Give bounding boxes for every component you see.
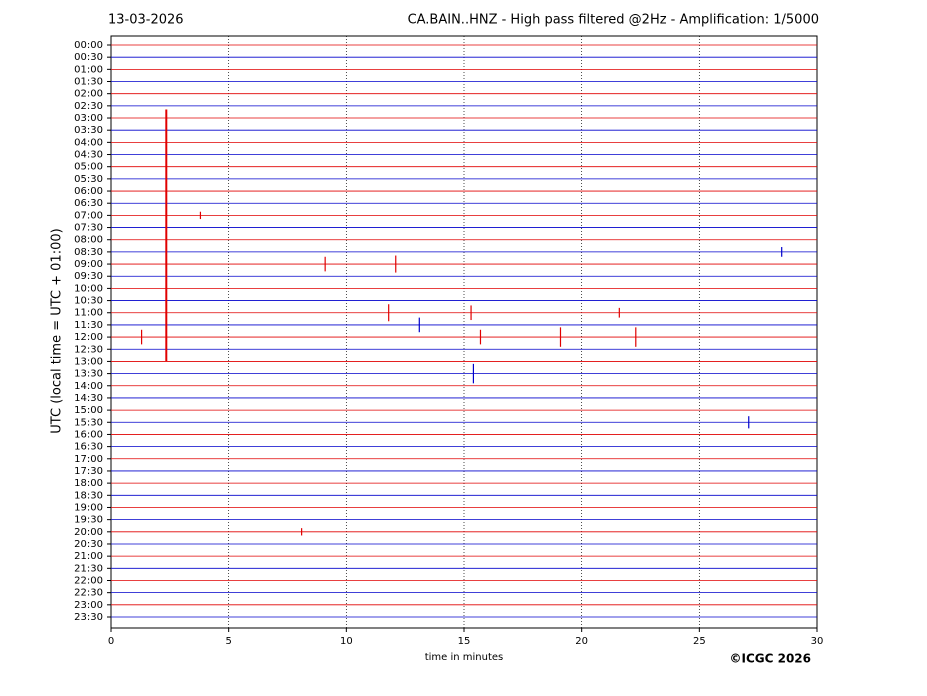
row-label: 21:00 bbox=[74, 551, 103, 562]
row-label: 03:00 bbox=[74, 113, 103, 124]
row-label: 10:30 bbox=[74, 296, 103, 307]
row-label: 16:00 bbox=[74, 429, 103, 440]
row-label: 05:30 bbox=[74, 174, 103, 185]
row-label: 22:30 bbox=[74, 588, 103, 599]
x-tick-label: 20 bbox=[575, 636, 588, 647]
row-label: 19:00 bbox=[74, 502, 103, 513]
row-label: 16:30 bbox=[74, 442, 103, 453]
plot-frame bbox=[110, 35, 818, 629]
row-label: 19:30 bbox=[74, 515, 103, 526]
row-label: 04:00 bbox=[74, 137, 103, 148]
row-label: 17:30 bbox=[74, 466, 103, 477]
row-label: 18:30 bbox=[74, 490, 103, 501]
y-axis-label: UTC (local time = UTC + 01:00) bbox=[50, 228, 65, 433]
row-label: 13:00 bbox=[74, 356, 103, 367]
row-label: 02:30 bbox=[74, 101, 103, 112]
row-label: 03:30 bbox=[74, 125, 103, 136]
row-label: 23:30 bbox=[74, 612, 103, 623]
row-label: 06:00 bbox=[74, 186, 103, 197]
row-label: 04:30 bbox=[74, 150, 103, 161]
row-label: 23:00 bbox=[74, 600, 103, 611]
row-label: 17:00 bbox=[74, 454, 103, 465]
row-label: 10:00 bbox=[74, 283, 103, 294]
row-label: 20:30 bbox=[74, 539, 103, 550]
row-label: 05:00 bbox=[74, 162, 103, 173]
row-label: 12:00 bbox=[74, 332, 103, 343]
x-tick-label: 15 bbox=[458, 636, 471, 647]
row-label: 15:30 bbox=[74, 417, 103, 428]
row-label: 09:30 bbox=[74, 271, 103, 282]
row-label: 11:30 bbox=[74, 320, 103, 331]
row-label: 14:30 bbox=[74, 393, 103, 404]
row-label: 00:30 bbox=[74, 52, 103, 63]
x-tick-label: 5 bbox=[225, 636, 231, 647]
x-tick-label: 0 bbox=[108, 636, 114, 647]
row-label: 01:30 bbox=[74, 77, 103, 88]
row-label: 15:00 bbox=[74, 405, 103, 416]
copyright: ©ICGC 2026 bbox=[729, 652, 811, 666]
row-label: 08:00 bbox=[74, 235, 103, 246]
row-label: 13:30 bbox=[74, 369, 103, 380]
row-label: 08:30 bbox=[74, 247, 103, 258]
row-label: 12:30 bbox=[74, 344, 103, 355]
row-label: 14:00 bbox=[74, 381, 103, 392]
row-label: 21:30 bbox=[74, 563, 103, 574]
row-label: 07:00 bbox=[74, 210, 103, 221]
row-label: 22:00 bbox=[74, 575, 103, 586]
chart-title: CA.BAIN..HNZ - High pass filtered @2Hz -… bbox=[408, 13, 819, 28]
x-tick-label: 10 bbox=[340, 636, 353, 647]
row-label: 18:00 bbox=[74, 478, 103, 489]
row-label: 00:00 bbox=[74, 40, 103, 51]
row-label: 06:30 bbox=[74, 198, 103, 209]
row-label: 11:00 bbox=[74, 308, 103, 319]
x-tick-label: 30 bbox=[811, 636, 824, 647]
row-label: 07:30 bbox=[74, 223, 103, 234]
x-axis-label: time in minutes bbox=[425, 652, 504, 663]
row-label: 09:00 bbox=[74, 259, 103, 270]
row-label: 01:00 bbox=[74, 64, 103, 75]
row-label: 02:00 bbox=[74, 89, 103, 100]
x-tick-label: 25 bbox=[693, 636, 706, 647]
row-label: 20:00 bbox=[74, 527, 103, 538]
date-title: 13-03-2026 bbox=[108, 13, 184, 28]
